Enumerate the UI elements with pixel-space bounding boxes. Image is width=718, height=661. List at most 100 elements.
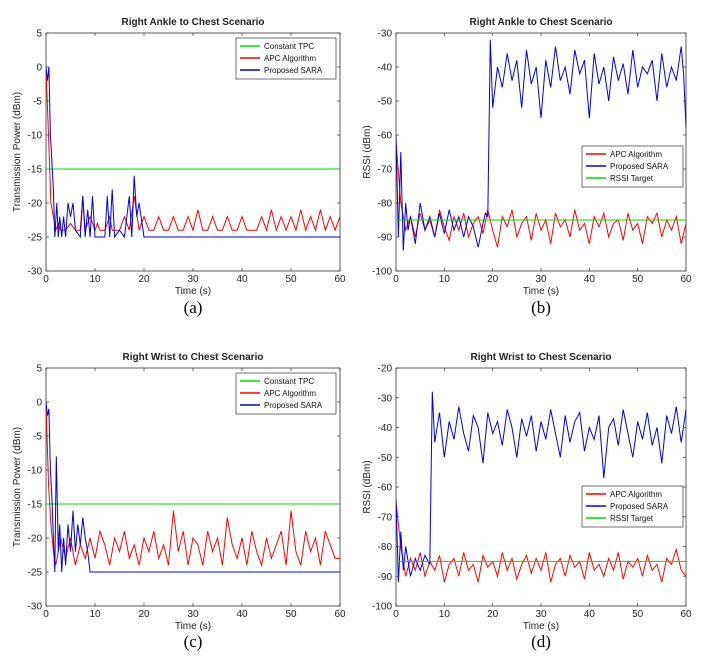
x-tick-label: 60: [334, 274, 346, 285]
y-tick-label: -20: [28, 199, 43, 210]
y-tick-label: -20: [28, 534, 43, 545]
y-tick-label: 0: [36, 63, 42, 74]
legend-entry: APC Algorithm: [610, 490, 662, 499]
legend-entry: Proposed SARA: [610, 502, 669, 511]
y-tick-label: -5: [33, 97, 42, 108]
x-tick-label: 50: [285, 609, 297, 620]
panel-caption: (c): [184, 632, 203, 651]
chart-title: Right Ankle to Chest Scenario: [470, 17, 613, 28]
x-tick-label: 20: [138, 274, 150, 285]
x-tick-label: 10: [439, 609, 451, 620]
x-axis-label: Time (s): [175, 621, 211, 632]
y-tick-label: -50: [378, 453, 393, 464]
y-tick-label: -50: [378, 97, 393, 108]
series-line-apc-algorithm: [396, 501, 686, 583]
legend-entry: RSSI Target: [610, 514, 654, 523]
x-axis-label: Time (s): [523, 286, 559, 297]
x-tick-label: 60: [334, 609, 346, 620]
chart-title: Right Wrist to Chest Scenario: [471, 352, 612, 363]
legend-entry: Constant TPC: [264, 377, 314, 386]
y-tick-label: -100: [372, 602, 392, 613]
panel-b: Right Ankle to Chest Scenario 0 10 20 30 40 50…: [362, 17, 692, 317]
series-line-proposed-sara: [396, 39, 686, 251]
legend-entry: Proposed SARA: [264, 401, 323, 410]
x-tick-label: 30: [187, 274, 199, 285]
series-line-apc-algorithm: [396, 141, 686, 248]
legend: Constant TPC APC Algorithm Proposed SARA: [235, 372, 337, 415]
x-tick-label: 0: [393, 609, 399, 620]
legend-entry: Proposed SARA: [610, 162, 669, 171]
y-tick-label: -10: [28, 466, 43, 477]
y-tick-label: -70: [378, 165, 393, 176]
y-axis-label: Transmission Power (dBm): [12, 92, 23, 212]
y-tick-label: -90: [378, 233, 393, 244]
y-tick-label: -30: [378, 393, 393, 404]
y-tick-label: -100: [372, 267, 392, 278]
x-tick-label: 40: [236, 609, 248, 620]
y-tick-label: 5: [36, 29, 42, 40]
legend-entry: APC Algorithm: [610, 150, 662, 159]
x-tick-label: 0: [43, 609, 49, 620]
legend: Constant TPC APC Algorithm Proposed SARA: [235, 37, 337, 80]
y-axis-label: RSSI (dBm): [362, 460, 373, 513]
legend-entry: Constant TPC: [264, 42, 314, 51]
y-tick-label: 5: [36, 364, 42, 375]
x-tick-label: 40: [584, 274, 596, 285]
x-tick-label: 30: [535, 274, 547, 285]
panel-caption: (b): [531, 298, 551, 317]
x-tick-label: 30: [187, 609, 199, 620]
legend-entry: RSSI Target: [610, 174, 654, 183]
y-tick-label: -25: [28, 568, 43, 579]
y-tick-label: -30: [28, 267, 43, 278]
legend: APC Algorithm Proposed SARA RSSI Target: [581, 485, 684, 528]
x-axis-label: Time (s): [523, 621, 559, 632]
x-axis-label: Time (s): [175, 286, 211, 297]
legend: APC Algorithm Proposed SARA RSSI Target: [581, 145, 684, 188]
y-tick-label: -25: [28, 233, 43, 244]
x-tick-label: 60: [680, 274, 692, 285]
x-tick-label: 50: [285, 274, 297, 285]
legend-entry: APC Algorithm: [264, 54, 316, 63]
y-tick-label: -5: [33, 432, 42, 443]
x-tick-label: 10: [89, 274, 101, 285]
x-tick-label: 10: [89, 609, 101, 620]
chart-title: Right Ankle to Chest Scenario: [122, 17, 265, 28]
y-tick-label: -60: [378, 131, 393, 142]
series-line-apc-algorithm: [46, 401, 340, 568]
series-line-proposed-sara: [46, 401, 340, 573]
y-tick-label: -30: [378, 29, 393, 40]
x-tick-label: 50: [632, 274, 644, 285]
x-tick-label: 0: [393, 274, 399, 285]
x-tick-label: 40: [584, 609, 596, 620]
panel-d: Right Wrist to Chest Scenario 0 10 20 30 40 50…: [362, 352, 692, 651]
y-tick-label: -10: [28, 131, 43, 142]
y-tick-label: -30: [28, 602, 43, 613]
y-tick-label: -40: [378, 423, 393, 434]
y-tick-label: 0: [36, 398, 42, 409]
y-tick-label: -40: [378, 63, 393, 74]
legend-entry: Proposed SARA: [264, 66, 323, 75]
x-tick-label: 60: [680, 609, 692, 620]
y-tick-label: -80: [378, 542, 393, 553]
panel-caption: (a): [184, 298, 203, 317]
y-tick-label: -20: [378, 364, 393, 375]
y-axis-label: Transmission Power (dBm): [12, 427, 23, 547]
x-tick-label: 10: [439, 274, 451, 285]
x-tick-label: 0: [43, 274, 49, 285]
panel-caption: (d): [531, 632, 551, 651]
x-tick-label: 30: [535, 609, 547, 620]
series-line-proposed-sara: [46, 66, 340, 239]
chart-title: Right Wrist to Chest Scenario: [123, 352, 264, 363]
y-tick-label: -15: [28, 165, 43, 176]
y-tick-label: -70: [378, 512, 393, 523]
y-axis-label: RSSI (dBm): [362, 125, 373, 178]
x-tick-label: 20: [487, 274, 499, 285]
x-tick-label: 20: [138, 609, 150, 620]
y-tick-label: -80: [378, 199, 393, 210]
y-tick-label: -60: [378, 483, 393, 494]
legend-entry: APC Algorithm: [264, 389, 316, 398]
x-tick-label: 40: [236, 274, 248, 285]
